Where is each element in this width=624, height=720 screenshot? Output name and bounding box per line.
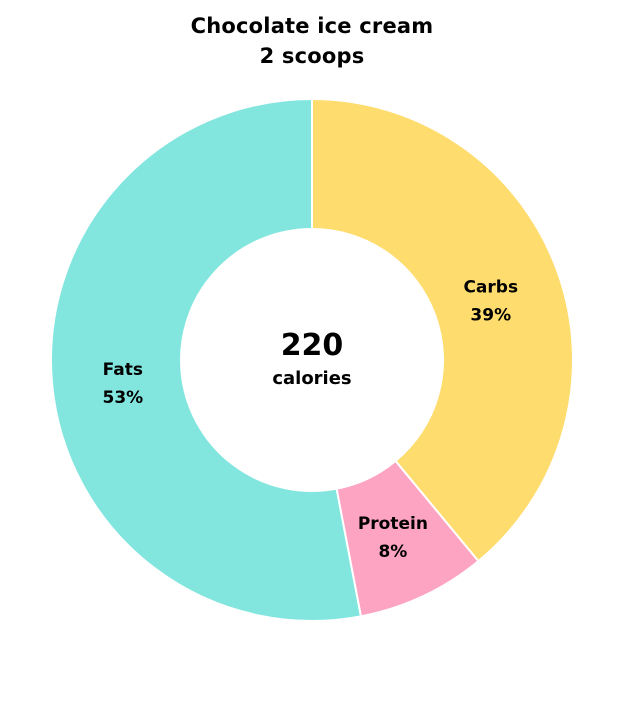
slice-percent-carbs: 39% [470, 306, 511, 326]
chart-title: Chocolate ice cream [190, 14, 434, 38]
slice-label-protein: Protein [358, 514, 428, 534]
slice-label-carbs: Carbs [463, 278, 518, 298]
slice-fats [50, 97, 363, 622]
chart-subtitle: 2 scoops [259, 44, 365, 68]
slice-percent-fats: 53% [102, 388, 143, 408]
slice-label-fats: Fats [103, 360, 143, 380]
slice-carbs [311, 97, 574, 563]
slice-percent-protein: 8% [378, 542, 407, 562]
center-calories-value: 220 [281, 328, 344, 363]
center-calories-label: calories [272, 368, 351, 389]
